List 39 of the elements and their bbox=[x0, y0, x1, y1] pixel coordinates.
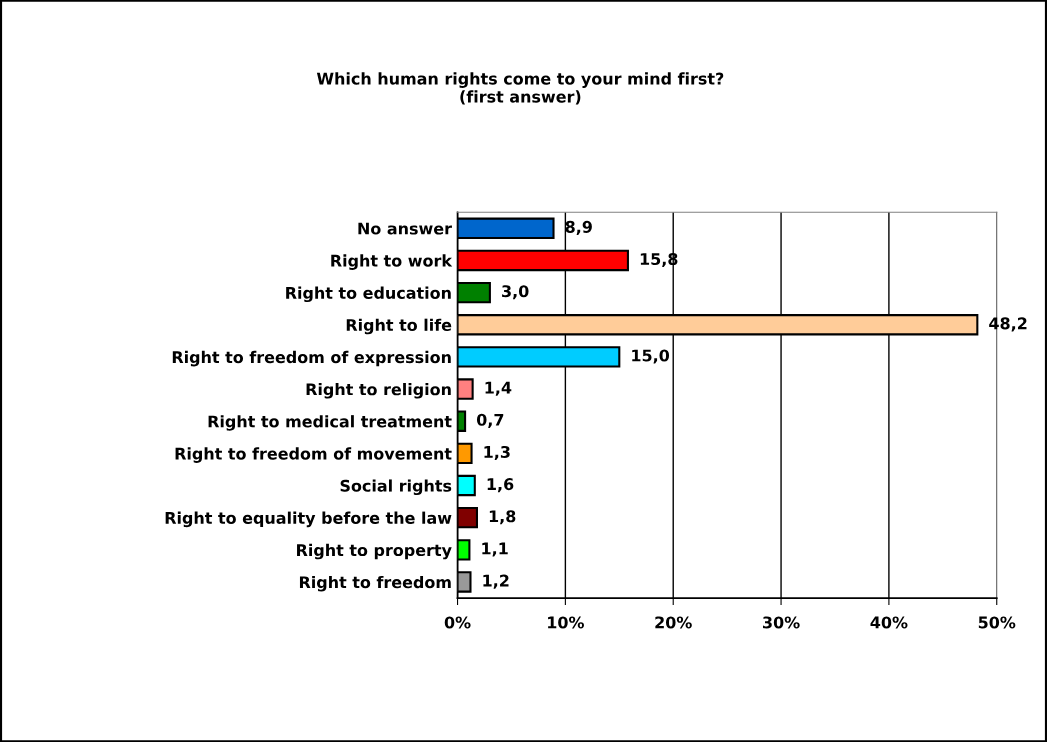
bar bbox=[457, 442, 473, 465]
bar bbox=[457, 571, 472, 593]
x-tick-label: 0% bbox=[444, 616, 471, 629]
y-tick-label: Right to education bbox=[286, 286, 451, 303]
data-label: 0,7 bbox=[476, 413, 504, 428]
data-label: 1,4 bbox=[485, 381, 512, 396]
bar bbox=[457, 217, 555, 239]
bar bbox=[457, 506, 478, 529]
y-tick-label: Right to religion bbox=[306, 382, 451, 399]
y-tick-label: Right to medical treatment bbox=[208, 415, 452, 431]
y-tick-label: Right to freedom of movement bbox=[175, 447, 452, 463]
bar bbox=[457, 378, 474, 400]
y-tick-label: Right to life bbox=[346, 318, 452, 335]
data-label: 1,3 bbox=[484, 445, 510, 461]
bar bbox=[457, 474, 476, 497]
bar bbox=[457, 281, 491, 304]
bar bbox=[457, 410, 467, 432]
y-tick-label: No answer bbox=[358, 222, 452, 235]
x-tick-label: 50% bbox=[978, 616, 1016, 629]
data-label: 15,0 bbox=[632, 349, 670, 364]
x-tick-label: 40% bbox=[870, 616, 908, 629]
data-label: 1,6 bbox=[487, 478, 514, 493]
y-tick-label: Right to freedom bbox=[299, 575, 451, 592]
y-tick-label: Right to freedom of expression bbox=[172, 350, 451, 367]
x-tick-label: 20% bbox=[655, 616, 692, 629]
data-label: 1,8 bbox=[489, 510, 516, 525]
data-label: 8,9 bbox=[565, 220, 592, 235]
data-label: 48,2 bbox=[989, 317, 1027, 332]
y-tick-label: Right to work bbox=[331, 254, 453, 270]
data-label: 3,0 bbox=[502, 285, 529, 300]
chart-title: Which human rights come to your mind first? (first answer) bbox=[316, 72, 724, 105]
x-tick-label: 30% bbox=[763, 616, 800, 629]
y-tick-label: Social rights bbox=[340, 479, 452, 496]
bar bbox=[457, 539, 471, 561]
x-tick-label: 10% bbox=[548, 616, 584, 629]
y-tick-label: Right to equality before the law bbox=[165, 511, 452, 528]
data-label: 1,2 bbox=[483, 574, 509, 589]
data-label: 1,1 bbox=[482, 542, 508, 557]
y-tick-label: Right to property bbox=[297, 543, 452, 560]
